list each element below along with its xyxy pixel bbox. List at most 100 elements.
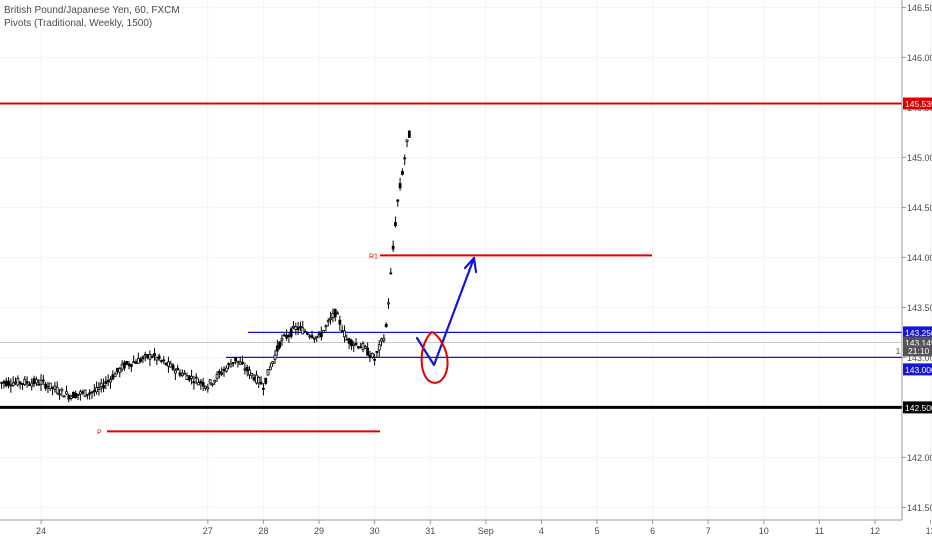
candle-body	[266, 369, 270, 376]
upper-blue-price-label-bg	[903, 326, 932, 339]
candle-body	[190, 376, 193, 379]
candle-body	[132, 361, 136, 364]
candle-body	[352, 343, 356, 347]
candle-body	[136, 358, 140, 364]
candle-body	[180, 372, 184, 376]
price-tick-label: 143.000	[907, 353, 932, 363]
candle-body	[95, 387, 98, 393]
candle-body	[46, 386, 50, 389]
support-price-label: 142.500	[905, 403, 932, 413]
candle-body	[74, 393, 78, 399]
candle-body	[85, 393, 89, 396]
candle-body	[65, 391, 68, 395]
candle-body	[16, 378, 20, 386]
candle-body	[243, 368, 247, 371]
candle-body	[197, 382, 200, 386]
candle-body	[354, 343, 358, 345]
candle-body	[343, 330, 346, 338]
candle-body	[102, 384, 105, 389]
countdown-prefix: 1	[896, 346, 901, 356]
candle-body	[41, 379, 45, 382]
date-tick-label: 27	[203, 526, 213, 536]
candle-body	[185, 375, 189, 381]
candle-body	[72, 392, 75, 399]
candle-body	[213, 379, 217, 383]
price-tick-label: 144.000	[907, 253, 932, 263]
candle-body	[167, 361, 170, 367]
candle-body	[11, 382, 15, 386]
candle-body	[333, 308, 337, 318]
candle-body	[55, 387, 59, 394]
candle-body	[278, 341, 282, 348]
candle-body	[39, 379, 43, 385]
price-tick-label: 144.500	[907, 203, 932, 213]
candle-body	[380, 338, 383, 342]
countdown-label: 21:10	[908, 346, 930, 356]
candle-body	[322, 330, 326, 333]
candle-body	[171, 364, 175, 370]
candle-body	[118, 368, 122, 373]
candle-body	[308, 335, 312, 338]
candle-body	[206, 386, 210, 390]
candle-body	[14, 381, 17, 384]
resistance-price-label-bg	[903, 97, 932, 110]
candle-body	[222, 368, 226, 372]
candle-body	[34, 379, 38, 384]
date-tick-label: 12	[870, 526, 880, 536]
candle-body	[21, 383, 24, 385]
candle-body	[368, 354, 372, 358]
last-price-label: 143.149	[905, 338, 932, 348]
candle-body	[375, 351, 379, 353]
date-tick-label: 4	[539, 526, 544, 536]
candle-body	[396, 199, 400, 202]
date-tick-label: 31	[425, 526, 435, 536]
candle-body	[361, 343, 365, 350]
candle-body	[373, 358, 377, 361]
candle-body	[116, 367, 119, 373]
candle-body	[296, 327, 300, 331]
candle-body	[192, 381, 196, 384]
price-tick-label: 141.500	[907, 503, 932, 513]
candle-body	[350, 339, 353, 346]
candle-body	[387, 302, 390, 305]
candle-body	[204, 385, 207, 389]
candle-body	[231, 361, 235, 364]
support-price-label-bg	[903, 401, 932, 414]
candle-body	[234, 357, 238, 362]
candle-body	[292, 326, 295, 329]
candle-body	[280, 338, 284, 342]
pivot-p-label: P	[97, 429, 102, 436]
candle-body	[345, 338, 349, 341]
symbol-title: British Pound/Japanese Yen, 60, FXCM	[4, 5, 180, 16]
candle-body	[377, 344, 381, 351]
target-circle[interactable]	[420, 330, 449, 384]
date-tick-label: 10	[759, 526, 769, 536]
candle-body	[51, 386, 54, 389]
candle-body	[183, 372, 187, 375]
candle-body	[391, 245, 395, 250]
candle-body	[169, 363, 173, 368]
resistance-price-label: 145.539	[905, 99, 932, 109]
candle-body	[224, 367, 228, 372]
candle-body	[220, 372, 224, 375]
candle-body	[359, 346, 363, 349]
candle-body	[0, 381, 4, 384]
candle-body	[356, 346, 360, 349]
candle-body	[123, 362, 126, 369]
candle-body	[7, 380, 10, 386]
candle-body	[384, 323, 388, 328]
date-tick-label: 13	[926, 526, 932, 536]
candle-body	[306, 332, 309, 335]
candle-body	[275, 345, 279, 352]
candle-body	[294, 326, 298, 330]
candle-body	[255, 374, 258, 384]
candle-body	[106, 380, 110, 382]
candle-body	[282, 334, 286, 337]
candle-body	[289, 328, 293, 337]
candle-body	[143, 353, 147, 356]
candle-body	[317, 333, 321, 336]
candle-body	[319, 332, 323, 338]
